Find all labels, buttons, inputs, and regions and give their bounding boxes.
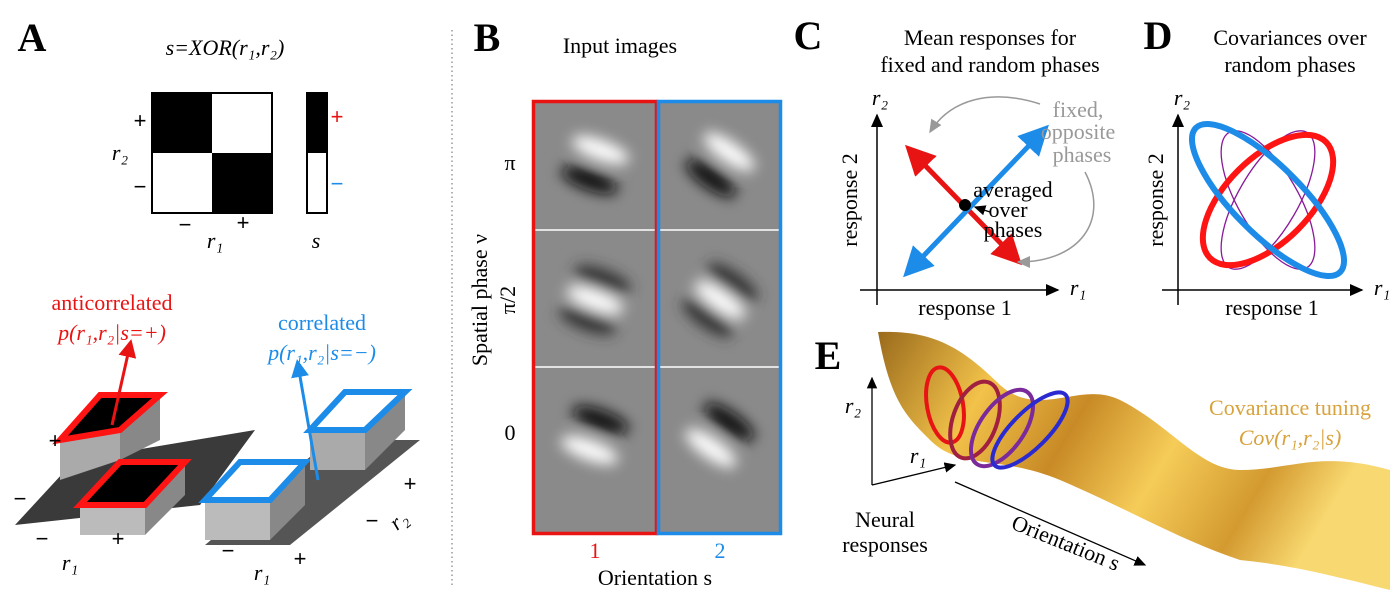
axis-label: response 1 bbox=[1225, 295, 1318, 320]
tick: + bbox=[331, 104, 344, 129]
label: responses bbox=[842, 532, 928, 557]
tick: − bbox=[331, 171, 344, 196]
axis-label: r₁ bbox=[207, 228, 223, 253]
axis-label: r₂ bbox=[1174, 85, 1191, 110]
panel-label: B bbox=[474, 15, 501, 60]
tick: + bbox=[49, 428, 62, 453]
tick: − bbox=[14, 486, 27, 511]
title: s=XOR(r₁,r₂) bbox=[166, 35, 285, 60]
label: Cov(r₁,r₂|s) bbox=[1239, 425, 1342, 450]
title: Covariances over bbox=[1213, 25, 1367, 50]
ellipses bbox=[1172, 104, 1364, 296]
cell bbox=[212, 153, 272, 213]
tick: 2 bbox=[715, 538, 726, 563]
arrow bbox=[930, 97, 1040, 132]
annotation: opposite bbox=[1041, 119, 1116, 144]
label: Neural bbox=[855, 507, 915, 532]
axis-label: Orientation s bbox=[598, 565, 712, 590]
tick: − bbox=[36, 526, 49, 551]
label: Covariance tuning bbox=[1209, 395, 1371, 420]
axis-label: r₂ bbox=[845, 393, 862, 418]
tick: − bbox=[222, 538, 235, 563]
axis-label: r₂ bbox=[872, 85, 889, 110]
tick: + bbox=[294, 546, 307, 571]
tick: π bbox=[504, 150, 515, 175]
colorbar-top bbox=[307, 93, 327, 153]
tick: 1 bbox=[590, 538, 601, 563]
annotation: phases bbox=[984, 217, 1043, 242]
axis-label: s bbox=[312, 228, 321, 253]
label: anticorrelated bbox=[52, 290, 173, 315]
tick: + bbox=[112, 526, 125, 551]
panel-label: D bbox=[1144, 13, 1173, 58]
tick: + bbox=[404, 471, 417, 496]
tick: − bbox=[179, 212, 192, 237]
axis-label: r₂ bbox=[384, 505, 413, 535]
tick: − bbox=[134, 174, 147, 199]
axis-label: r₁ bbox=[1070, 275, 1086, 300]
axis-label: response 2 bbox=[1143, 153, 1168, 246]
title: random phases bbox=[1224, 52, 1355, 77]
tick: 0 bbox=[505, 420, 516, 445]
panel-label: C bbox=[794, 13, 823, 58]
tick: + bbox=[134, 108, 147, 133]
axis-label: r₂ bbox=[112, 140, 129, 165]
panel-label: E bbox=[815, 333, 842, 378]
cell bbox=[152, 93, 212, 153]
tick: − bbox=[366, 508, 379, 533]
title: Mean responses for bbox=[904, 25, 1077, 50]
figure: A s=XOR(r₁,r₂) + − r₂ − + r₁ s + − antic… bbox=[0, 0, 1394, 595]
title: Input images bbox=[563, 33, 677, 58]
axis-label: r₁ bbox=[910, 443, 926, 468]
tick: π/2 bbox=[495, 286, 520, 314]
axis-label: response 1 bbox=[918, 295, 1011, 320]
axis-label: r₁ bbox=[62, 550, 78, 575]
tick: + bbox=[237, 210, 250, 235]
axis-label: r₁ bbox=[254, 560, 270, 585]
tuning-surface bbox=[878, 332, 1390, 590]
label: p(r₁,r₂|s=+) bbox=[56, 320, 166, 345]
axis-label: r₁ bbox=[1374, 275, 1390, 300]
label: correlated bbox=[278, 310, 366, 335]
annotation: phases bbox=[1053, 142, 1112, 167]
axis-label: response 2 bbox=[837, 153, 862, 246]
axis-label: Spatial phase ν bbox=[467, 234, 492, 366]
axis-label: Orientation s bbox=[1008, 510, 1123, 576]
label: p(r₁,r₂|s=−) bbox=[266, 340, 376, 365]
title: fixed and random phases bbox=[880, 52, 1099, 77]
mean-dot bbox=[959, 199, 971, 211]
panel-label: A bbox=[18, 15, 47, 60]
